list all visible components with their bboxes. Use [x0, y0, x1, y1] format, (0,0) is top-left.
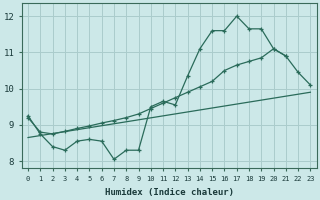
X-axis label: Humidex (Indice chaleur): Humidex (Indice chaleur) — [105, 188, 234, 197]
